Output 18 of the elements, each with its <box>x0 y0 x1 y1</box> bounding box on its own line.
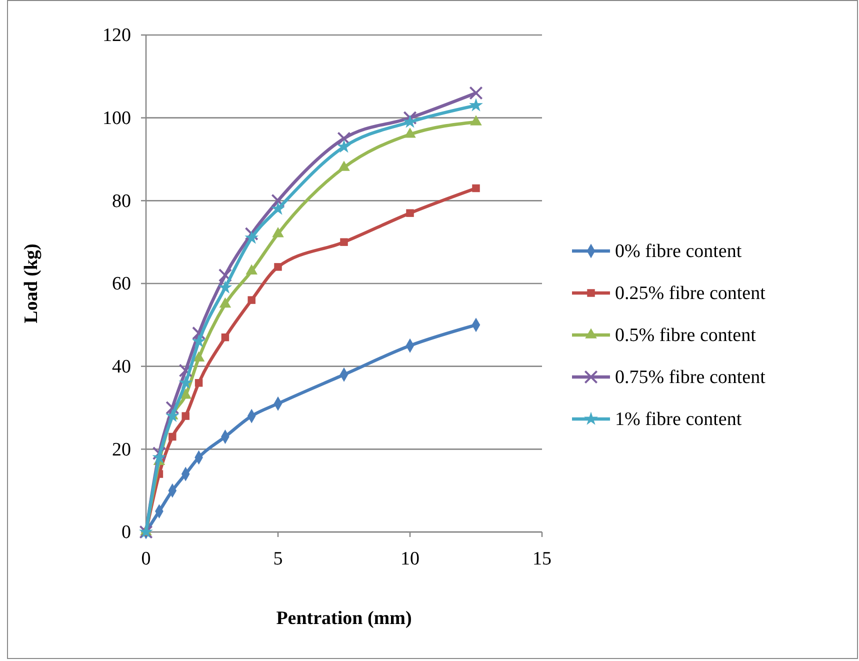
y-tick-label: 40 <box>112 356 131 378</box>
legend-label: 0.5% fibre content <box>615 325 757 346</box>
y-tick-label: 100 <box>102 108 131 129</box>
y-axis-title: Load (kg) <box>21 244 42 324</box>
legend-label: 0.75% fibre content <box>615 367 766 388</box>
x-axis-title: Pentration (mm) <box>276 608 412 629</box>
y-tick-label: 20 <box>112 439 131 460</box>
y-tick-label: 0 <box>122 522 131 544</box>
legend-label: 0.25% fibre content <box>615 283 766 304</box>
y-tick-label: 120 <box>102 25 131 46</box>
x-tick-label: 0 <box>141 548 151 570</box>
x-tick-label: 5 <box>273 548 283 570</box>
y-tick-label: 60 <box>112 274 131 295</box>
x-tick-label: 10 <box>400 548 420 570</box>
y-tick-label: 80 <box>112 190 131 212</box>
legend-label: 0% fibre content <box>615 241 742 262</box>
legend-label: 1% fibre content <box>615 409 742 430</box>
x-tick-label: 15 <box>532 548 552 570</box>
